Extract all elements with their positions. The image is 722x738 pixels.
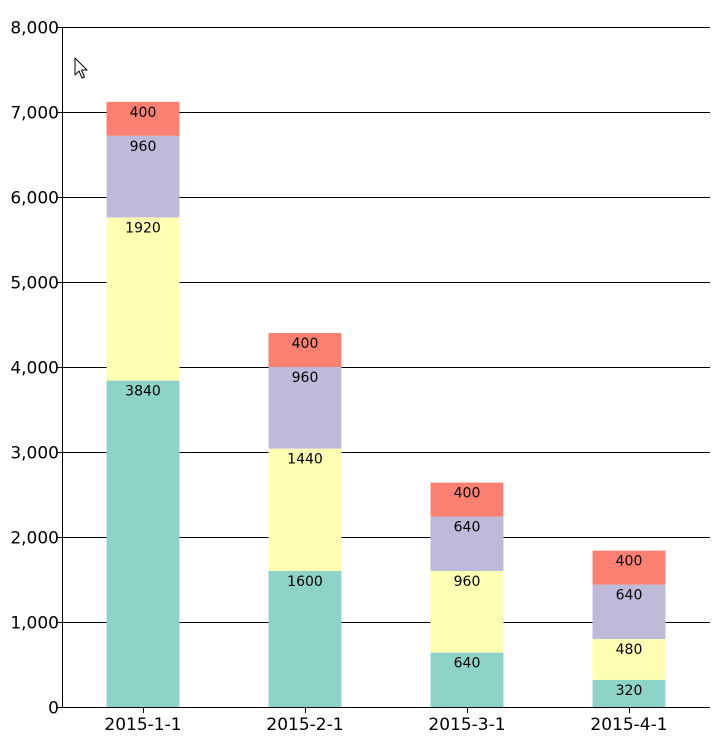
bar-segment: [430, 571, 504, 653]
y-tick-label: 5,000: [10, 274, 59, 294]
bar-segment: [430, 516, 504, 571]
x-tick-label: 2015-3-1: [428, 715, 505, 735]
y-tick-label: 3,000: [10, 444, 59, 464]
bar-data-label: 960: [130, 139, 157, 155]
bar-data-label: 640: [454, 656, 481, 672]
bar-data-label: 960: [292, 370, 319, 386]
data-labels-layer: 3840 1920 960 400 1600 1440 960 400 640 960 640 400…: [125, 105, 642, 699]
y-tick-label: 6,000: [10, 189, 59, 209]
bar-data-label: 400: [292, 336, 319, 352]
bar-segment: [592, 550, 666, 585]
y-tick-label: 1,000: [10, 614, 59, 634]
bar-data-label: 1440: [287, 452, 323, 468]
bar-segment: [106, 217, 180, 381]
mouse-pointer-icon: [74, 57, 88, 79]
axes-layer: 0 1,000 2,000 3,000 4,000 5,000 6,000 7,000 8,00…: [10, 19, 710, 735]
bar-segment: [268, 367, 342, 449]
y-tick-label: 0: [48, 699, 59, 719]
bar-data-label: 320: [616, 683, 643, 699]
bar-data-label: 400: [454, 486, 481, 502]
x-tick-label: 2015-4-1: [590, 715, 667, 735]
bar-data-label: 640: [454, 520, 481, 536]
bar-segment: [268, 448, 342, 571]
bar-data-label: 400: [130, 105, 157, 121]
bar-segment: [430, 652, 504, 707]
bar-segment: [106, 135, 180, 218]
bar-segment: [592, 639, 666, 680]
bar-segment: [106, 380, 180, 707]
bar-segment: [106, 101, 180, 136]
bars-layer: [106, 101, 666, 707]
bar-segment: [592, 584, 666, 639]
y-tick-label: 2,000: [10, 529, 59, 549]
bar-data-label: 400: [616, 554, 643, 570]
bar-segment: [592, 679, 666, 707]
y-tick-label: 4,000: [10, 359, 59, 379]
bar-segment: [268, 333, 342, 367]
bar-data-label: 480: [616, 642, 643, 658]
x-tick-label: 2015-2-1: [266, 715, 343, 735]
bar-data-label: 3840: [125, 384, 161, 400]
bar-segment: [268, 571, 342, 707]
bar-data-label: 1600: [287, 574, 323, 590]
y-tick-label: 8,000: [10, 19, 59, 39]
y-tick-label: 7,000: [10, 104, 59, 124]
bar-data-label: 1920: [125, 220, 161, 236]
bar-data-label: 640: [616, 588, 643, 604]
bar-segment: [430, 482, 504, 517]
x-tick-label: 2015-1-1: [104, 715, 181, 735]
bar-data-label: 960: [454, 574, 481, 590]
